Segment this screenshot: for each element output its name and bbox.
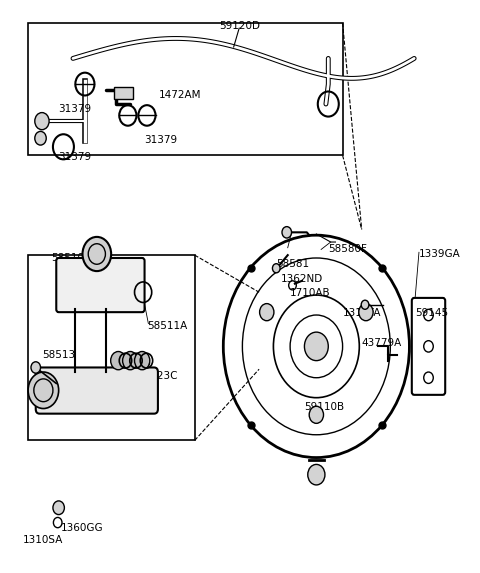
Bar bbox=[114, 87, 132, 100]
Text: 58513: 58513 bbox=[42, 350, 75, 360]
Text: 1710AB: 1710AB bbox=[290, 288, 331, 297]
Text: 59110B: 59110B bbox=[304, 402, 345, 411]
Circle shape bbox=[304, 332, 328, 360]
Text: 58581: 58581 bbox=[276, 259, 309, 269]
Text: 58525A: 58525A bbox=[36, 367, 76, 378]
Circle shape bbox=[260, 304, 274, 321]
Text: 31379: 31379 bbox=[59, 152, 92, 163]
Circle shape bbox=[31, 362, 40, 373]
FancyBboxPatch shape bbox=[36, 367, 158, 414]
Text: 58513: 58513 bbox=[118, 358, 151, 368]
Circle shape bbox=[35, 112, 49, 129]
Text: 31379: 31379 bbox=[144, 135, 178, 146]
Text: 43779A: 43779A bbox=[362, 338, 402, 348]
Text: 1339GA: 1339GA bbox=[419, 249, 461, 260]
Text: 1310SA: 1310SA bbox=[23, 535, 63, 544]
Circle shape bbox=[134, 351, 150, 370]
Circle shape bbox=[359, 304, 373, 321]
Circle shape bbox=[83, 237, 111, 271]
Circle shape bbox=[309, 406, 324, 423]
Text: 1360GG: 1360GG bbox=[61, 523, 104, 533]
Circle shape bbox=[308, 464, 325, 485]
Text: 59120D: 59120D bbox=[219, 21, 261, 32]
Text: 58511A: 58511A bbox=[147, 321, 187, 331]
Text: 59145: 59145 bbox=[416, 308, 449, 318]
Text: 1472AM: 1472AM bbox=[159, 90, 202, 100]
Text: 31379: 31379 bbox=[59, 104, 92, 114]
Text: 58510A: 58510A bbox=[51, 253, 92, 264]
Circle shape bbox=[35, 131, 46, 145]
Circle shape bbox=[28, 372, 59, 409]
Text: 58593: 58593 bbox=[116, 399, 149, 409]
Text: 58523C: 58523C bbox=[137, 371, 178, 381]
Circle shape bbox=[53, 501, 64, 515]
Text: 58580F: 58580F bbox=[328, 244, 367, 254]
Text: 1311FA: 1311FA bbox=[343, 308, 381, 318]
Circle shape bbox=[282, 227, 291, 238]
Text: 1362ND: 1362ND bbox=[281, 274, 323, 284]
Circle shape bbox=[122, 351, 138, 370]
Circle shape bbox=[361, 300, 369, 309]
Circle shape bbox=[111, 351, 126, 370]
Circle shape bbox=[273, 264, 280, 273]
FancyBboxPatch shape bbox=[56, 258, 144, 312]
